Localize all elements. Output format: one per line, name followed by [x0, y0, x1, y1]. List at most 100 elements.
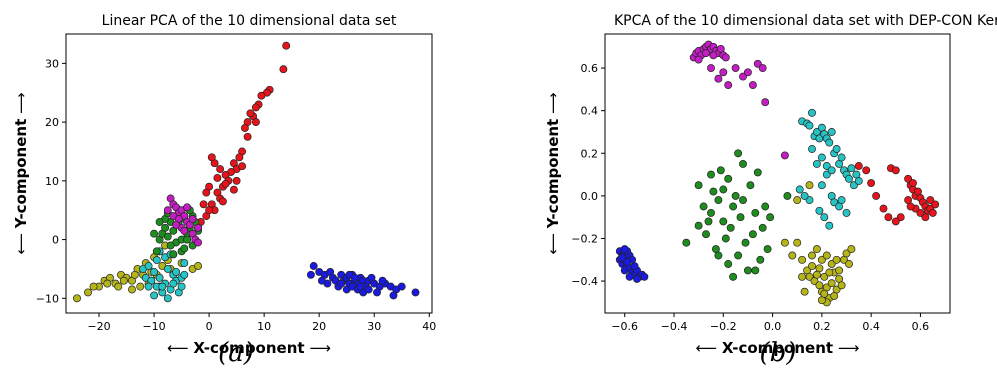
y-tick-label: 30 [45, 57, 59, 70]
data-point [84, 288, 92, 297]
data-point [682, 238, 691, 247]
data-point [356, 282, 365, 291]
data-point [817, 153, 826, 162]
data-point [119, 276, 128, 285]
x-tick-label: 0.4 [862, 320, 880, 333]
data-point [183, 203, 192, 212]
data-point [847, 164, 856, 173]
data-point [798, 272, 807, 281]
data-point [916, 208, 925, 217]
data-point [702, 49, 710, 58]
data-point [194, 223, 203, 232]
left-arrow-icon: ⟵ [696, 339, 722, 357]
data-point [798, 255, 807, 264]
data-point [238, 162, 247, 171]
data-point [216, 165, 225, 174]
data-point [842, 208, 851, 217]
series-3 [139, 247, 189, 303]
data-point [795, 185, 804, 194]
data-point [724, 174, 733, 183]
data-point [640, 272, 649, 281]
data-point [805, 181, 814, 190]
x-tick-label: 10 [257, 320, 271, 333]
data-point [246, 109, 255, 118]
data-point [150, 229, 159, 238]
data-point [218, 197, 227, 206]
right-arrow-icon: ⟶ [833, 339, 859, 357]
data-point [73, 294, 81, 303]
data-point [694, 221, 703, 230]
data-point [872, 191, 881, 200]
data-point [808, 262, 816, 271]
data-point [103, 279, 112, 288]
data-point [188, 215, 197, 223]
data-point [748, 230, 757, 239]
x-tick-label: 40 [422, 320, 436, 333]
data-point [842, 249, 851, 258]
x-axis-label-text: X-component [722, 339, 833, 357]
data-point [879, 204, 888, 213]
data-point [743, 266, 752, 275]
right-arrow-icon: ⟶ [305, 339, 331, 357]
data-point [172, 267, 181, 276]
data-point [832, 255, 841, 264]
data-point [793, 238, 802, 247]
data-point [704, 217, 713, 226]
data-point [827, 279, 836, 288]
y-tick-label: 0 [52, 234, 59, 247]
data-point [921, 213, 930, 222]
data-point [793, 196, 802, 205]
x-axis-label: ⟵ X-component ⟶ [167, 339, 331, 357]
data-point [734, 149, 743, 158]
data-point [783, 191, 792, 200]
series-4 [780, 181, 856, 307]
data-point [707, 208, 715, 217]
y-tick-label: 10 [45, 175, 59, 188]
data-point [719, 185, 728, 194]
data-point [169, 279, 178, 288]
x-tick-label: 0.2 [813, 320, 831, 333]
up-arrow-icon: ⟶ [544, 92, 562, 118]
data-point [909, 179, 917, 188]
data-point [739, 72, 747, 81]
data-point [817, 181, 826, 190]
data-point [166, 241, 175, 250]
data-point [350, 273, 359, 282]
data-point [128, 285, 136, 294]
chart-title: Linear PCA of the 10 dimensional data se… [102, 13, 397, 29]
down-arrow-icon: ⟵ [12, 228, 30, 254]
data-point [702, 230, 710, 239]
data-point [199, 200, 208, 209]
x-axis-label-text: X-component [193, 339, 304, 357]
data-point [243, 132, 252, 141]
data-point [812, 245, 821, 254]
down-arrow-icon: ⟵ [544, 228, 562, 254]
data-point [202, 188, 211, 197]
data-point [150, 267, 159, 276]
data-point [825, 138, 834, 147]
data-point [144, 262, 153, 270]
data-point [180, 259, 189, 268]
plot-frame [65, 33, 433, 314]
caption-a: (a) [218, 338, 254, 368]
data-point [739, 196, 747, 205]
data-point [808, 108, 816, 117]
data-point [714, 251, 723, 260]
data-point [180, 244, 189, 253]
data-point [736, 213, 745, 222]
y-axis-label: ⟵ Y-component ⟶ [544, 92, 562, 254]
series-0 [689, 40, 789, 160]
data-point [800, 191, 809, 200]
series-5 [163, 194, 203, 247]
data-point [815, 206, 824, 215]
data-point [633, 274, 641, 283]
up-arrow-icon: ⟶ [12, 92, 30, 118]
data-point [751, 266, 760, 275]
data-point [89, 282, 98, 291]
data-point [731, 191, 740, 200]
data-point [862, 166, 871, 175]
data-point [373, 288, 381, 297]
data-point [761, 98, 770, 107]
data-point [835, 266, 844, 275]
data-point [729, 272, 738, 281]
